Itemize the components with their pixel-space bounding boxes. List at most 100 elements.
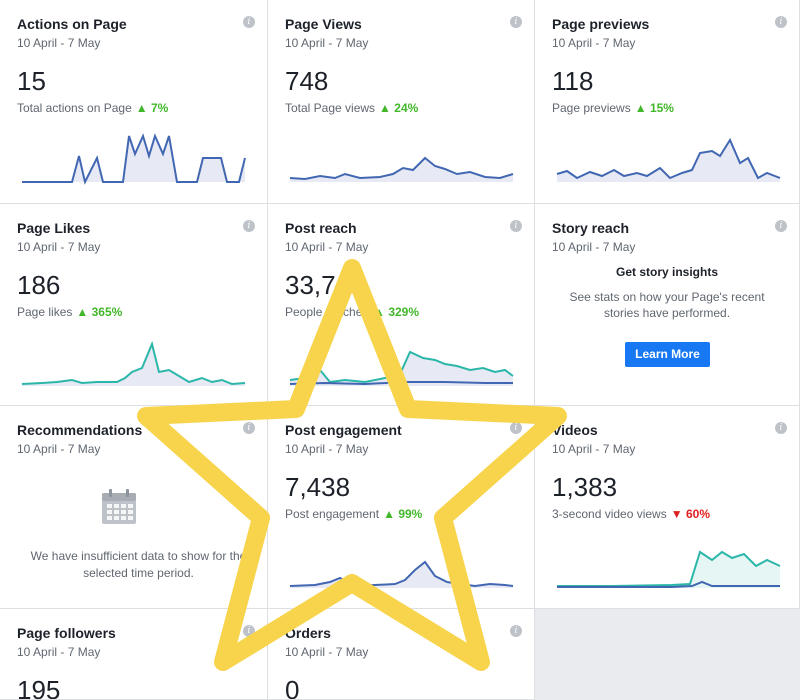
metric-label: People reached — [285, 305, 370, 319]
metric-subtitle: People reached ▲ 329% — [285, 305, 419, 319]
metric-subtitle: 3-second video views ▼ 60% — [552, 507, 710, 521]
date-range: 10 April - 7 May — [285, 645, 369, 659]
views-card[interactable]: Page Views 10 April - 7 May i 748 Total … — [268, 0, 535, 204]
card-title: Page Likes — [17, 220, 91, 236]
videos-sparkline — [557, 550, 781, 588]
card-title: Orders — [285, 625, 331, 641]
change-value: 99% — [398, 507, 423, 521]
story-description: See stats on how your Page's recent stor… — [569, 290, 765, 320]
calendar-icon — [102, 489, 136, 524]
info-icon[interactable]: i — [510, 220, 522, 232]
date-range: 10 April - 7 May — [552, 240, 636, 254]
info-icon[interactable]: i — [243, 220, 255, 232]
reach-card[interactable]: Post reach 10 April - 7 May i 33,7 Peopl… — [268, 204, 535, 406]
metric-label: Total actions on Page — [17, 101, 132, 115]
metric-value: 0 — [285, 675, 300, 700]
triangle-up-icon: ▲ — [383, 507, 395, 521]
metric-label: Total Page views — [285, 101, 376, 115]
orders-card[interactable]: Orders 10 April - 7 May i 0 — [268, 609, 535, 700]
info-icon[interactable]: i — [510, 625, 522, 637]
change-indicator: ▲ 7% — [136, 101, 169, 115]
change-indicator: ▲ 329% — [373, 305, 419, 319]
change-value: 60% — [685, 507, 710, 521]
card-title: Videos — [552, 422, 598, 438]
change-indicator: ▲ 99% — [383, 507, 422, 521]
metric-label: Page previews — [552, 101, 631, 115]
change-value: 7% — [150, 101, 169, 115]
videos-card[interactable]: Videos 10 April - 7 May i 1,383 3-second… — [535, 406, 800, 609]
date-range: 10 April - 7 May — [17, 442, 101, 456]
views-sparkline — [289, 156, 514, 182]
previews-sparkline — [556, 137, 781, 182]
actions-card[interactable]: Actions on Page 10 April - 7 May i 15 To… — [0, 0, 268, 204]
triangle-up-icon: ▲ — [379, 101, 391, 115]
date-range: 10 April - 7 May — [17, 240, 101, 254]
actions-sparkline — [22, 133, 246, 185]
date-range: 10 April - 7 May — [285, 36, 369, 50]
info-icon[interactable]: i — [775, 422, 787, 434]
date-range: 10 April - 7 May — [552, 442, 636, 456]
card-title: Post reach — [285, 220, 357, 236]
metric-subtitle: Page likes ▲ 365% — [17, 305, 122, 319]
change-value: 15% — [649, 101, 674, 115]
info-icon[interactable]: i — [775, 16, 787, 28]
metric-label: Post engagement — [285, 507, 380, 521]
date-range: 10 April - 7 May — [285, 240, 369, 254]
metric-value: 748 — [285, 66, 329, 96]
empty-panel — [535, 609, 800, 700]
change-indicator: ▲ 24% — [379, 101, 418, 115]
previews-card[interactable]: Page previews 10 April - 7 May i 118 Pag… — [535, 0, 800, 204]
engagement-card[interactable]: Post engagement 10 April - 7 May i 7,438… — [268, 406, 535, 609]
change-value: 329% — [388, 305, 420, 319]
change-indicator: ▲ 15% — [635, 101, 674, 115]
date-range: 10 April - 7 May — [552, 36, 636, 50]
triangle-up-icon: ▲ — [76, 305, 89, 319]
recommendations-card[interactable]: Recommendations 10 April - 7 May i We ha… — [0, 406, 268, 609]
change-value: 24% — [394, 101, 419, 115]
triangle-up-icon: ▲ — [634, 101, 647, 115]
change-value: 365% — [91, 305, 123, 319]
date-range: 10 April - 7 May — [17, 645, 101, 659]
triangle-up-icon: ▲ — [135, 101, 148, 115]
learn-more-button[interactable]: Learn More — [625, 342, 710, 367]
metric-label: 3-second video views — [552, 507, 667, 521]
metric-value: 15 — [17, 66, 46, 96]
date-range: 10 April - 7 May — [285, 442, 369, 456]
likes-sparkline — [21, 340, 246, 386]
card-title: Actions on Page — [17, 16, 127, 32]
card-title: Page followers — [17, 625, 116, 641]
metric-subtitle: Post engagement ▲ 99% — [285, 507, 422, 521]
change-indicator: ▲ 365% — [76, 305, 122, 319]
story-card[interactable]: Story reach 10 April - 7 May i Get story… — [535, 204, 800, 406]
metric-value: 186 — [17, 270, 61, 300]
metric-subtitle: Total actions on Page ▲ 7% — [17, 101, 168, 115]
card-title: Recommendations — [17, 422, 143, 438]
metric-value: 195 — [17, 675, 61, 700]
info-icon[interactable]: i — [510, 422, 522, 434]
metric-value: 7,438 — [285, 472, 351, 502]
metric-subtitle: Page previews ▲ 15% — [552, 101, 674, 115]
metric-value: 1,383 — [552, 472, 618, 502]
reach-sparkline — [289, 350, 514, 386]
info-icon[interactable]: i — [510, 16, 522, 28]
engagement-sparkline — [289, 560, 514, 588]
date-range: 10 April - 7 May — [17, 36, 101, 50]
likes-card[interactable]: Page Likes 10 April - 7 May i 186 Page l… — [0, 204, 268, 406]
card-title: Post engagement — [285, 422, 402, 438]
followers-card[interactable]: Page followers 10 April - 7 May i 195 — [0, 609, 268, 700]
info-icon[interactable]: i — [775, 220, 787, 232]
metric-subtitle: Total Page views ▲ 24% — [285, 101, 418, 115]
card-title: Page previews — [552, 16, 650, 32]
card-title: Page Views — [285, 16, 362, 32]
info-icon[interactable]: i — [243, 625, 255, 637]
metric-value: 33,7 — [285, 270, 336, 300]
info-icon[interactable]: i — [243, 16, 255, 28]
triangle-up-icon: ▲ — [373, 305, 385, 319]
metric-label: Page likes — [17, 305, 73, 319]
info-icon[interactable]: i — [243, 422, 255, 434]
no-data-message: We have insufficient data to show for th… — [30, 549, 247, 580]
card-title: Story reach — [552, 220, 630, 236]
triangle-down-icon: ▼ — [670, 507, 683, 521]
story-heading: Get story insights — [615, 265, 719, 279]
